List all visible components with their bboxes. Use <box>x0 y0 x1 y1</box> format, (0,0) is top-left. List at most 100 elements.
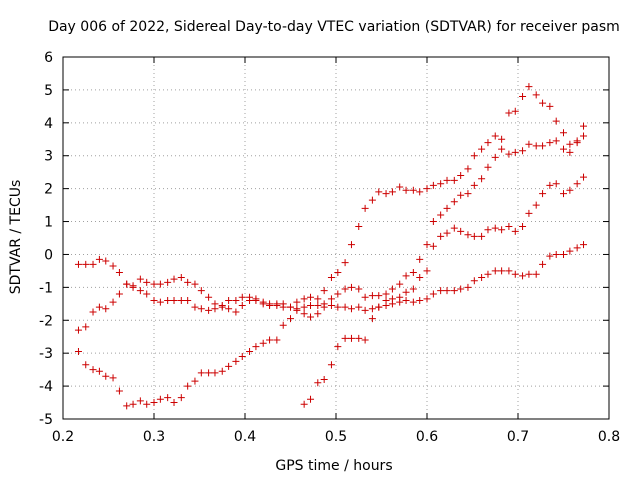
data-point-marker <box>184 278 192 286</box>
data-point-marker <box>129 400 137 408</box>
data-point-marker <box>573 244 581 252</box>
data-point-marker <box>382 297 390 305</box>
data-point-marker <box>429 181 437 189</box>
data-point-marker <box>368 315 376 323</box>
data-point-marker <box>402 297 410 305</box>
data-point-marker <box>177 297 185 305</box>
y-tick-label: 5 <box>44 83 53 99</box>
axis-ticks <box>62 56 610 420</box>
data-point-marker <box>388 285 396 293</box>
data-point-marker <box>388 295 396 303</box>
data-point-marker <box>450 176 458 184</box>
data-point-marker <box>368 305 376 313</box>
data-point-marker <box>375 188 383 196</box>
data-point-marker <box>484 226 492 234</box>
data-point-marker <box>320 303 328 311</box>
data-point-marker <box>266 301 274 309</box>
data-point-marker <box>150 399 158 407</box>
data-point-marker <box>498 226 506 234</box>
data-point-marker <box>423 241 431 249</box>
data-point-marker <box>450 224 458 232</box>
data-point-marker <box>89 260 97 268</box>
data-point-marker <box>123 402 131 410</box>
data-point-marker <box>273 300 281 308</box>
data-point-marker <box>409 269 417 277</box>
data-point-marker <box>334 303 342 311</box>
data-point-marker <box>102 257 110 265</box>
data-point-marker <box>368 292 376 300</box>
data-point-marker <box>238 301 246 309</box>
data-point-marker <box>566 148 574 156</box>
data-point-marker <box>150 280 158 288</box>
data-point-marker <box>341 334 349 342</box>
data-point-marker <box>388 188 396 196</box>
data-point-marker <box>491 224 499 232</box>
data-point-marker <box>552 250 560 258</box>
data-point-marker <box>232 297 240 305</box>
data-series <box>74 173 588 410</box>
data-point-marker <box>293 306 301 314</box>
data-point-marker <box>539 190 547 198</box>
data-point-marker <box>225 305 233 313</box>
data-point-marker <box>95 255 103 263</box>
data-point-marker <box>505 109 513 117</box>
x-tick-label: 0.5 <box>325 429 347 445</box>
data-point-marker <box>115 269 123 277</box>
data-point-marker <box>300 303 308 311</box>
data-point-marker <box>525 140 533 148</box>
data-point-marker <box>443 287 451 295</box>
data-point-marker <box>307 395 315 403</box>
y-tick-label: -4 <box>39 379 53 395</box>
data-point-marker <box>361 336 369 344</box>
data-point-marker <box>300 295 308 303</box>
data-point-marker <box>478 145 486 153</box>
data-point-marker <box>143 290 151 298</box>
data-point-marker <box>511 148 519 156</box>
data-point-marker <box>197 305 205 313</box>
data-point-marker <box>532 201 540 209</box>
data-point-marker <box>491 132 499 140</box>
data-point-marker <box>525 270 533 278</box>
data-point-marker <box>484 139 492 147</box>
data-point-marker <box>580 122 588 130</box>
plot-frame <box>62 56 610 420</box>
data-point-marker <box>505 222 513 230</box>
data-point-marker <box>437 180 445 188</box>
data-point-marker <box>156 280 164 288</box>
y-tick-label: 1 <box>44 215 53 231</box>
data-point-marker <box>191 280 199 288</box>
data-point-marker <box>177 394 185 402</box>
y-tick-label: 2 <box>44 182 53 198</box>
data-point-marker <box>225 362 233 370</box>
data-point-marker <box>409 186 417 194</box>
data-point-marker <box>246 293 254 301</box>
data-point-marker <box>266 336 274 344</box>
data-point-marker <box>566 140 574 148</box>
data-point-marker <box>355 285 363 293</box>
data-point-marker <box>464 231 472 239</box>
data-point-marker <box>546 181 554 189</box>
data-point-marker <box>95 303 103 311</box>
data-point-marker <box>307 313 315 321</box>
data-point-marker <box>416 297 424 305</box>
data-point-marker <box>184 297 192 305</box>
x-tick-label: 0.2 <box>52 429 74 445</box>
data-point-marker <box>511 227 519 235</box>
data-point-marker <box>552 180 560 188</box>
data-point-marker <box>429 218 437 226</box>
data-point-marker <box>478 232 486 240</box>
data-point-marker <box>539 142 547 150</box>
data-point-marker <box>205 369 213 377</box>
x-tick-label: 0.8 <box>598 429 620 445</box>
data-point-marker <box>409 285 417 293</box>
data-point-marker <box>211 305 219 313</box>
data-point-marker <box>580 241 588 249</box>
data-point-marker <box>560 129 567 137</box>
data-point-marker <box>464 283 472 291</box>
data-point-marker <box>170 399 178 407</box>
y-tick-label: -1 <box>39 280 53 296</box>
data-point-marker <box>525 83 533 91</box>
data-point-marker <box>498 135 506 143</box>
data-point-marker <box>82 260 90 268</box>
